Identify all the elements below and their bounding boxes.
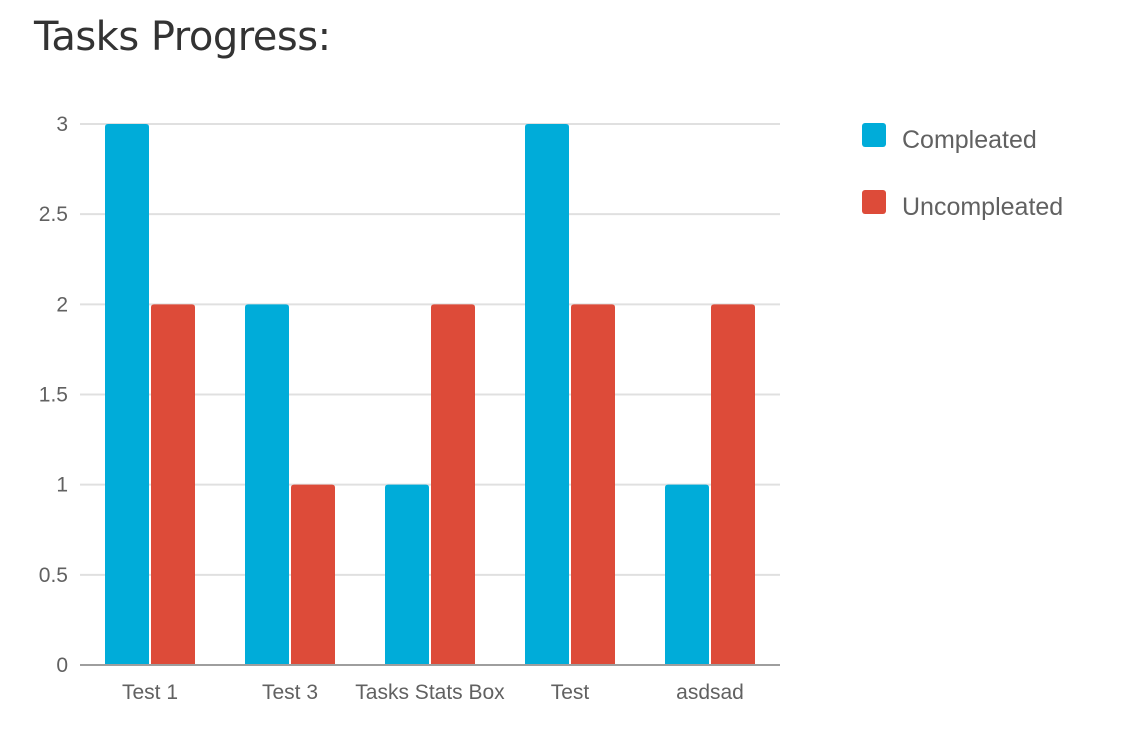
y-tick-label: 3 — [56, 113, 68, 136]
x-category-label: Test 1 — [122, 681, 178, 704]
page-title: Tasks Progress: — [34, 14, 331, 60]
y-tick-label: 2 — [56, 293, 68, 316]
bar-compleated — [105, 124, 149, 665]
y-tick-label: 1 — [56, 474, 68, 497]
y-tick-label: 2.5 — [39, 203, 68, 226]
bar-compleated — [525, 124, 569, 665]
bar-compleated — [665, 484, 709, 665]
x-category-label: Test — [551, 681, 590, 704]
x-category-label: Tasks Stats Box — [355, 681, 505, 704]
bar-compleated — [245, 304, 289, 665]
bar-uncompleated — [431, 304, 475, 665]
bars — [105, 124, 755, 665]
bar-uncompleated — [711, 304, 755, 665]
bar-uncompleated — [571, 304, 615, 665]
gridlines — [80, 123, 780, 576]
legend-swatch — [862, 123, 886, 147]
y-tick-label: 0.5 — [39, 564, 68, 587]
bar-compleated — [385, 484, 429, 665]
bar-uncompleated — [291, 484, 335, 665]
legend-label: Compleated — [902, 126, 1037, 154]
y-tick-label: 1.5 — [39, 384, 68, 407]
y-tick-labels: 0 0.5 1 1.5 2 2.5 3 — [39, 113, 68, 677]
x-category-label: asdsad — [676, 681, 744, 704]
x-category-labels: Test 1 Test 3 Tasks Stats Box Test asdsad — [122, 681, 744, 704]
bar-uncompleated — [151, 304, 195, 665]
legend: Compleated Uncompleated — [862, 123, 1063, 221]
y-tick-label: 0 — [56, 654, 68, 677]
legend-label: Uncompleated — [902, 193, 1063, 221]
legend-swatch — [862, 190, 886, 214]
x-category-label: Test 3 — [262, 681, 318, 704]
